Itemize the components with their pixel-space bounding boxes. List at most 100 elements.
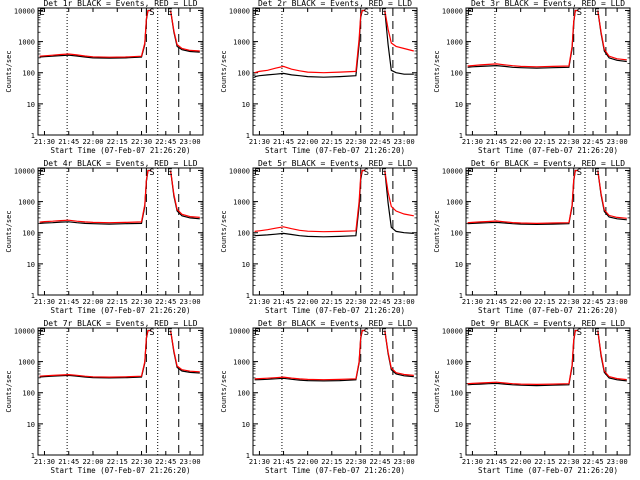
chart-panel-9: Det 9r BLACK = Events, RED = LLD 1 10 100 10… bbox=[433, 319, 631, 475]
x-tick-label: 22:45 bbox=[369, 458, 390, 466]
chart-title: Det 9r BLACK = Events, RED = LLD bbox=[471, 319, 625, 328]
chart-title: Det 7r BLACK = Events, RED = LLD bbox=[43, 319, 197, 328]
marker-label: E bbox=[254, 8, 259, 18]
x-axis-label: Start Time (07-Feb-07 21:26:20) bbox=[51, 466, 191, 475]
y-tick-label: 100 bbox=[22, 390, 35, 398]
y-tick-label: 10 bbox=[455, 421, 463, 429]
x-tick-label: 22:00 bbox=[82, 298, 103, 306]
x-tick-label: 22:15 bbox=[534, 298, 555, 306]
chart-title: Det 1r BLACK = Events, RED = LLD bbox=[43, 0, 197, 8]
marker-label: E bbox=[467, 8, 472, 18]
x-tick-label: 21:45 bbox=[486, 298, 507, 306]
chart-panel-2: Det 2r BLACK = Events, RED = LLD 1 10 100 10… bbox=[220, 0, 418, 155]
y-tick-label: 10 bbox=[27, 101, 35, 109]
x-tick-label: 21:45 bbox=[273, 298, 294, 306]
x-tick-label: 23:00 bbox=[394, 138, 415, 146]
y-axis-label: Counts/sec bbox=[5, 210, 13, 252]
x-tick-label: 22:15 bbox=[107, 458, 128, 466]
y-tick-label: 1 bbox=[31, 452, 35, 460]
x-tick-label: 22:15 bbox=[321, 298, 342, 306]
plot-frame bbox=[252, 7, 418, 136]
marker-label: S bbox=[364, 328, 369, 338]
x-tick-label: 22:30 bbox=[131, 138, 152, 146]
chart-title: Det 5r BLACK = Events, RED = LLD bbox=[258, 159, 412, 168]
marker-label: S bbox=[577, 328, 582, 338]
marker-label: E bbox=[594, 8, 599, 18]
x-tick-label: 22:45 bbox=[582, 138, 603, 146]
marker-label: E bbox=[167, 8, 172, 18]
series-line-lld bbox=[467, 329, 627, 386]
chart-panel-3: Det 3r BLACK = Events, RED = LLD 1 10 100 10… bbox=[433, 0, 631, 155]
plot-frame bbox=[465, 7, 631, 136]
y-tick-label: 1000 bbox=[18, 359, 35, 367]
y-tick-label: 100 bbox=[450, 70, 463, 78]
marker-label: E bbox=[594, 328, 599, 338]
x-tick-label: 22:00 bbox=[82, 138, 103, 146]
x-axis-label: Start Time (07-Feb-07 21:26:20) bbox=[478, 466, 618, 475]
x-tick-label: 22:45 bbox=[369, 138, 390, 146]
marker-label: E bbox=[467, 328, 472, 338]
chart-title: Det 6r BLACK = Events, RED = LLD bbox=[471, 159, 625, 168]
y-axis-label: Counts/sec bbox=[433, 210, 441, 252]
chart-panel-6: Det 6r BLACK = Events, RED = LLD 1 10 100 10… bbox=[433, 159, 631, 315]
y-tick-label: 1000 bbox=[446, 199, 463, 207]
x-tick-label: 22:30 bbox=[558, 458, 579, 466]
y-axis-label: Counts/sec bbox=[433, 370, 441, 412]
x-axis-label: Start Time (07-Feb-07 21:26:20) bbox=[478, 306, 618, 315]
series-line-events bbox=[254, 329, 414, 382]
y-tick-label: 10000 bbox=[442, 327, 463, 335]
series-line-lld bbox=[39, 9, 200, 58]
y-tick-label: 1 bbox=[459, 292, 463, 300]
x-tick-label: 21:30 bbox=[249, 298, 270, 306]
marker-label: E bbox=[39, 168, 44, 178]
y-tick-label: 100 bbox=[450, 230, 463, 238]
x-axis-label: Start Time (07-Feb-07 21:26:20) bbox=[478, 146, 618, 155]
x-tick-label: 21:30 bbox=[249, 458, 270, 466]
y-tick-label: 1 bbox=[246, 292, 250, 300]
y-tick-label: 1 bbox=[246, 452, 250, 460]
marker-label: E bbox=[167, 328, 172, 338]
y-tick-label: 100 bbox=[237, 390, 250, 398]
chart-title: Det 8r BLACK = Events, RED = LLD bbox=[258, 319, 412, 328]
y-tick-label: 10000 bbox=[442, 167, 463, 175]
x-tick-label: 22:15 bbox=[107, 138, 128, 146]
y-tick-label: 1000 bbox=[18, 199, 35, 207]
x-tick-label: 21:45 bbox=[273, 458, 294, 466]
y-tick-label: 10000 bbox=[14, 327, 35, 335]
y-axis-label: Counts/sec bbox=[5, 370, 13, 412]
x-tick-label: 23:00 bbox=[180, 138, 201, 146]
x-axis-label: Start Time (07-Feb-07 21:26:20) bbox=[265, 306, 405, 315]
y-tick-label: 1000 bbox=[233, 359, 250, 367]
x-tick-label: 21:30 bbox=[34, 458, 55, 466]
y-axis-label: Counts/sec bbox=[220, 210, 228, 252]
y-tick-label: 100 bbox=[237, 70, 250, 78]
x-tick-label: 22:30 bbox=[131, 458, 152, 466]
chart-title: Det 4r BLACK = Events, RED = LLD bbox=[43, 159, 197, 168]
y-tick-label: 100 bbox=[237, 230, 250, 238]
series-group bbox=[254, 169, 414, 238]
series-line-lld bbox=[39, 329, 200, 378]
x-axis-label: Start Time (07-Feb-07 21:26:20) bbox=[51, 146, 191, 155]
x-tick-label: 22:00 bbox=[297, 458, 318, 466]
y-tick-label: 100 bbox=[22, 230, 35, 238]
x-tick-label: 21:45 bbox=[58, 458, 79, 466]
marker-label: E bbox=[467, 168, 472, 178]
y-axis-label: Counts/sec bbox=[433, 50, 441, 92]
x-tick-label: 22:30 bbox=[558, 138, 579, 146]
series-group bbox=[39, 169, 200, 225]
series-line-lld bbox=[254, 9, 414, 74]
chart-panel-1: Det 1r BLACK = Events, RED = LLD 1 10 100 10… bbox=[5, 0, 204, 155]
chart-title: Det 2r BLACK = Events, RED = LLD bbox=[258, 0, 412, 8]
y-axis-label: Counts/sec bbox=[220, 370, 228, 412]
series-line-events bbox=[39, 169, 200, 225]
x-tick-label: 22:30 bbox=[558, 298, 579, 306]
y-axis-label: Counts/sec bbox=[220, 50, 228, 92]
series-line-lld bbox=[254, 329, 414, 381]
x-tick-label: 23:00 bbox=[180, 458, 201, 466]
chart-title: Det 3r BLACK = Events, RED = LLD bbox=[471, 0, 625, 8]
marker-label: E bbox=[39, 328, 44, 338]
series-group bbox=[254, 9, 414, 78]
y-axis-label: Counts/sec bbox=[5, 50, 13, 92]
